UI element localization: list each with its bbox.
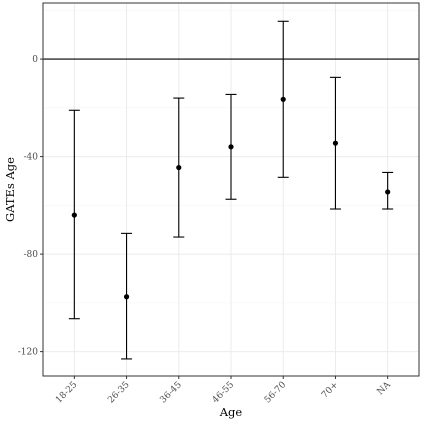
point-estimate-46-55	[228, 144, 234, 150]
x-tick-label: 36-45	[158, 380, 184, 406]
x-tick-label: 26-35	[106, 380, 132, 406]
y-tick-label: -40	[24, 153, 39, 163]
y-tick-label: -120	[18, 348, 38, 358]
y-tick-label: 0	[32, 55, 38, 65]
y-axis-title: GATEs Age	[3, 157, 17, 222]
point-estimate-NA	[385, 189, 391, 195]
x-tick-label: NA	[376, 380, 394, 398]
y-axis: 0 -40 -80 -120	[18, 55, 43, 358]
point-estimate-36-45	[176, 164, 182, 171]
x-axis: 18-25 26-35 36-45 46-55 56-70 70+ NA	[54, 376, 393, 405]
y-tick-label: -80	[24, 250, 39, 260]
x-tick-label: 70+	[320, 380, 341, 401]
point-estimate-26-35	[123, 294, 130, 300]
x-tick-label: 56-70	[263, 380, 289, 406]
x-axis-title: Age	[219, 405, 243, 419]
marks-layer	[68, 20, 394, 360]
point-estimate-18-25	[71, 212, 77, 218]
x-tick-label: 18-25	[54, 380, 80, 406]
x-tick-label: 46-55	[211, 380, 237, 406]
point-estimate-70+	[332, 140, 339, 146]
point-estimate-56-70	[280, 96, 286, 102]
